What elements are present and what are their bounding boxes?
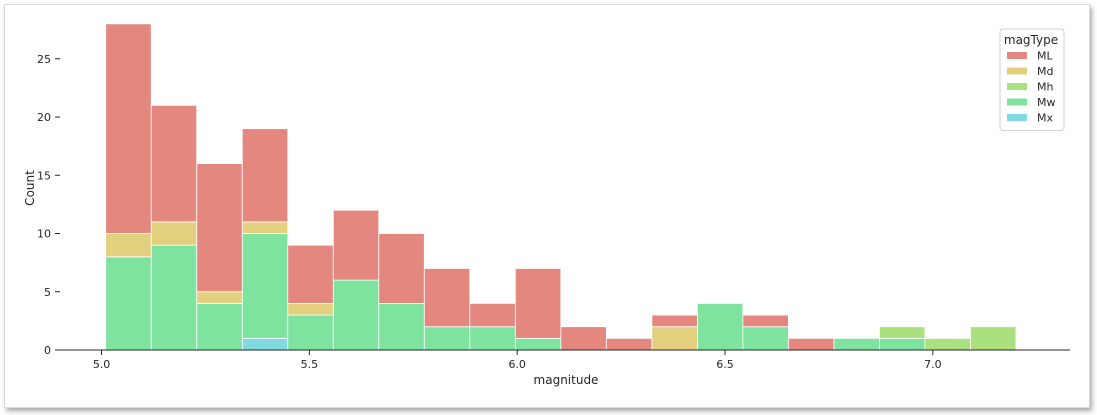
legend-swatch-md [1007, 67, 1027, 75]
x-tick-label-2: 6.0 [508, 358, 526, 371]
y-tick-label-0: 0 [44, 344, 51, 357]
y-tick-label-5: 25 [37, 53, 51, 66]
legend-title: magType [1004, 33, 1058, 47]
x-tick-label-3: 6.5 [716, 358, 734, 371]
bar-ml-bin-1 [150, 104, 198, 223]
bar-md-bin-0 [105, 233, 152, 258]
bar-md-bin-4 [287, 303, 334, 316]
bar-ml-bin-14 [742, 314, 789, 328]
y-tick-label-2: 10 [37, 228, 51, 241]
x-axis-label: magnitude [534, 373, 599, 387]
bar-ml-bin-4 [287, 244, 334, 304]
legend-swatch-mw [1007, 98, 1027, 106]
bar-mw-bin-2 [196, 303, 243, 351]
x-tick-label-4: 7.0 [924, 358, 942, 371]
bar-ml-bin-2 [196, 163, 243, 293]
bar-ml-bin-5 [332, 209, 380, 281]
bar-mw-bin-17 [879, 337, 926, 351]
bar-mw-bin-4 [287, 314, 334, 351]
bar-mh-bin-17 [879, 326, 926, 339]
y-tick-label-3: 15 [37, 169, 51, 182]
y-tick-label-1: 5 [44, 286, 51, 299]
bar-mw-bin-16 [833, 337, 880, 351]
bar-mw-bin-1 [150, 244, 198, 351]
bar-ml-bin-11 [605, 337, 653, 351]
legend-swatch-ml [1007, 52, 1027, 59]
bar-mw-bin-6 [378, 303, 425, 351]
legend-label-mw: Mw [1037, 96, 1056, 109]
bar-ml-bin-9 [514, 268, 562, 339]
bar-mh-bin-18 [924, 337, 971, 351]
legend-swatch-mh [1007, 83, 1027, 90]
bar-mw-bin-13 [696, 303, 744, 351]
legend-label-mx: Mx [1037, 112, 1053, 125]
bar-md-bin-1 [150, 221, 198, 246]
bar-md-bin-3 [241, 221, 289, 234]
bar-mw-bin-0 [105, 256, 152, 351]
bar-ml-bin-0 [105, 23, 152, 234]
bar-ml-bin-3 [241, 128, 289, 223]
bar-ml-bin-7 [423, 268, 471, 328]
x-tick-label-0: 5.0 [93, 358, 111, 371]
bar-mw-bin-7 [423, 326, 471, 351]
bar-mw-bin-5 [332, 279, 380, 351]
y-tick-label-4: 20 [37, 111, 51, 124]
y-axis-label: Count [23, 170, 37, 206]
bar-mw-bin-8 [469, 326, 516, 351]
legend-swatch-mx [1007, 114, 1027, 121]
bar-ml-bin-12 [651, 314, 698, 328]
bar-mw-bin-14 [742, 326, 789, 351]
legend-label-ml: ML [1037, 50, 1053, 63]
bar-ml-bin-8 [469, 303, 516, 328]
bar-mw-bin-3 [241, 233, 289, 339]
bar-ml-bin-15 [788, 337, 835, 351]
bar-md-bin-2 [196, 291, 243, 304]
bar-mh-bin-19 [970, 326, 1017, 351]
x-tick-label-1: 5.5 [301, 358, 319, 371]
bar-md-bin-12 [651, 326, 698, 351]
bar-ml-bin-10 [560, 326, 607, 351]
legend-label-md: Md [1037, 65, 1053, 78]
bar-mx-bin-3 [241, 337, 289, 351]
bar-mw-bin-9 [514, 337, 562, 351]
legend-label-mh: Mh [1037, 81, 1053, 94]
bar-ml-bin-6 [378, 233, 425, 304]
